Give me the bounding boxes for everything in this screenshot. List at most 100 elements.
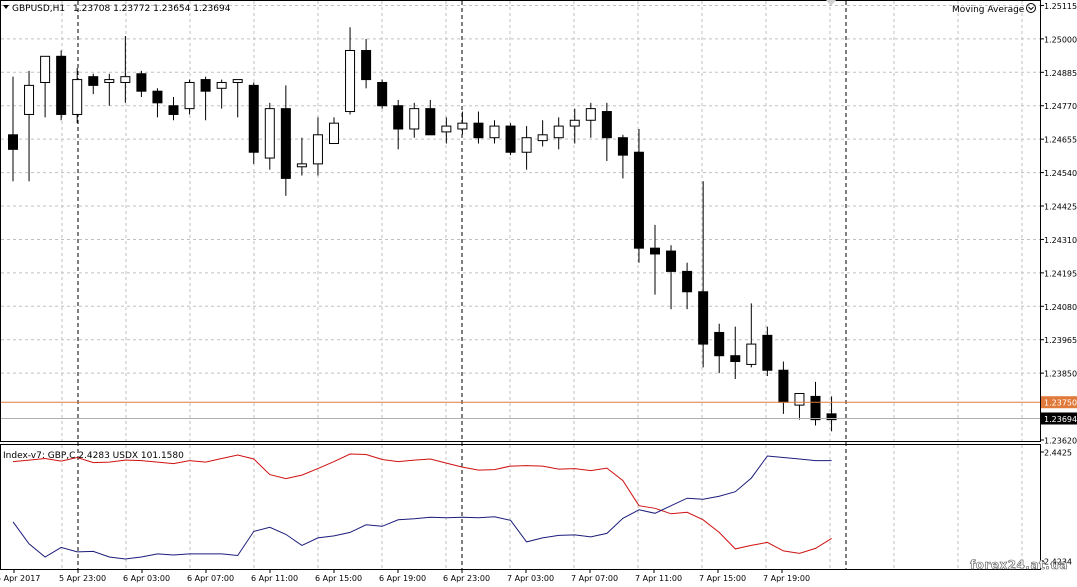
candle-bear [601,111,612,139]
candle-bull [553,125,564,139]
time-tick-label: 6 Apr 15:00 [315,574,362,583]
price-tick-label: 1.24655 [1044,136,1077,145]
indicator-header: Index-v7: GBP,C 2.4283 USDX 101.1580 [3,451,184,461]
candle-bull [104,79,115,83]
candle-bear [361,50,372,81]
candle-bear [505,125,516,153]
candle-bear [377,81,388,107]
time-tick-label: 6 Apr 03:00 [123,574,170,583]
candle-bull [746,343,757,365]
candle-bear [778,369,789,403]
price-tick-label: 1.24425 [1044,203,1077,212]
candle-bear [810,395,821,421]
candle-bear [473,122,484,139]
price-tick-label: 1.25000 [1044,35,1077,44]
time-tick-label: 7 Apr 19:00 [763,574,810,583]
candle-bear [168,105,179,115]
time-tick-label: 6 Apr 07:00 [187,574,234,583]
price-tick-label: 1.24195 [1044,269,1077,278]
candle-bull [329,122,339,145]
price-tick-label: 1.24770 [1044,102,1077,111]
candle-bear [826,413,837,421]
candle-bull [312,134,323,165]
price-lines [1,401,1040,419]
indicator-frame [0,444,1041,570]
candle-bull [24,84,35,115]
bid-price-tag [1041,396,1077,409]
time-tick-label: 6 Apr 23:00 [443,574,490,583]
candle-bull [521,137,532,153]
indicator-line-usdx [12,455,832,560]
candle-bull [40,55,51,83]
candle-bull [120,76,131,83]
candle-bear [8,134,18,150]
time-tick-label: 5 Apr 23:00 [59,574,106,583]
grid [1,1,1040,569]
time-tick-label: 7 Apr 15:00 [699,574,746,583]
candle-bull [216,81,227,89]
price-tick-label: 1.23850 [1044,370,1077,379]
last-price-tag [1041,412,1077,425]
time-tick-label: 7 Apr 07:00 [571,574,618,583]
time-tick-label: 6 Apr 19:00 [379,574,426,583]
candle-bear [248,84,259,153]
candle-bear [650,247,660,255]
indicator-lines [12,453,832,560]
price-tick-label: 1.25115 [1044,2,1077,11]
indicator-axis: 2.4425 2.4234 [1040,449,1072,567]
candle-bear [200,79,211,92]
candle-bull [585,108,596,121]
candle-bear [136,73,147,92]
time-tick-label: 7 Apr 11:00 [635,574,682,583]
indicator-name[interactable]: Moving Average [952,5,1025,15]
candle-bull [264,108,275,159]
candle-bear [698,291,709,345]
candle-bull [409,108,420,130]
candle-bull [184,81,195,110]
candle-bear [425,108,436,136]
indicator-settings-icon[interactable] [1026,3,1036,13]
candle-bear [152,90,163,104]
price-tick-label: 1.23620 [1044,437,1077,446]
candle-bear [56,55,67,115]
candle-bull [794,392,805,406]
candle-bear [617,137,628,156]
candles [8,27,837,432]
candle-bull [489,125,500,139]
price-tick-label: 1.24310 [1044,236,1077,245]
price-tick-label: 1.24885 [1044,69,1077,78]
ohlc-values: 1.23708 1.23772 1.23654 1.23694 [73,4,231,14]
candle-bear [633,151,644,249]
indicator-tick-label: 2.4234 [1044,558,1072,567]
indicator-tick-label: 2.4425 [1044,449,1072,458]
price-tick-label: 1.24540 [1044,169,1077,178]
candle-bull [569,119,580,127]
price-axis: 1.25115 1.25000 1.24885 1.24770 1.24655 1.245… [1040,2,1077,446]
price-tick-label: 1.24080 [1044,303,1077,312]
candle-bull [296,163,307,168]
bid-price-tag-label: 1.23750 [1044,399,1077,408]
candle-bear [666,250,677,272]
candle-bull [457,122,468,130]
candle-bear [730,355,741,363]
time-axis: 5 Apr 2017 5 Apr 23:00 6 Apr 03:00 6 Apr 07… [0,569,810,583]
candle-bear [280,108,291,179]
symbol-header: GBPUSD,H1 1.23708 1.23772 1.23654 1.2369… [3,4,231,14]
candle-bear [714,331,725,357]
candle-bull [537,134,548,142]
symbol-label: GBPUSD,H1 [12,4,65,14]
candle-bear [762,334,773,371]
scroll-shift-marker-icon[interactable] [826,0,836,6]
time-tick-label: 6 Apr 11:00 [251,574,298,583]
candle-bull [232,79,243,83]
price-tick-label: 1.23965 [1044,336,1077,345]
watermark: forex24.at.ua [970,558,1068,572]
time-tick-label: 7 Apr 03:00 [507,574,554,583]
time-tick-label: 5 Apr 2017 [0,574,40,583]
candle-bear [682,270,693,293]
dropdown-triangle-icon[interactable] [3,5,9,9]
candle-bull [441,125,452,133]
candle-bull [72,79,83,115]
candle-bull [345,50,356,113]
